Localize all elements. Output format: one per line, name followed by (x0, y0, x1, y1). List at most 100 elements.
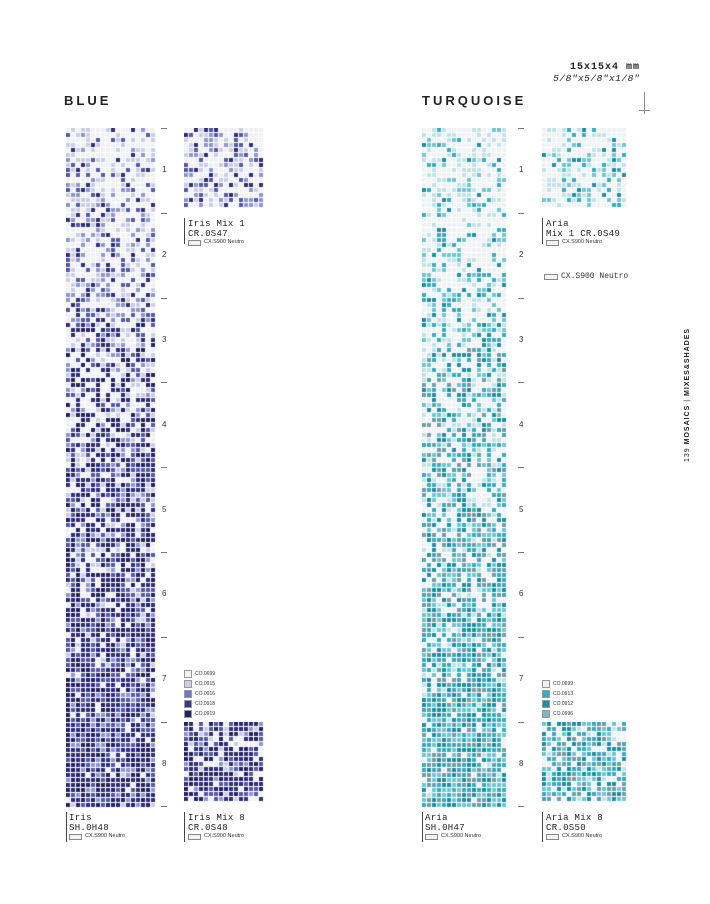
scale-tick (161, 636, 167, 638)
crop-mark-horizontal (639, 110, 650, 111)
scale-number: 8 (162, 759, 167, 768)
aria-mix-1-name: Aria (546, 219, 569, 229)
aria-gradient-mosaic (422, 128, 507, 808)
grout-name: CX.S900 Neutro (85, 833, 126, 839)
iris-mix-1-label: Iris Mix 1 CR.0S47 CX.S900 Neutro (188, 219, 245, 246)
scale-number: 5 (162, 504, 167, 514)
section-mosaics: MOSAICS (684, 404, 691, 445)
grout-swatch (425, 833, 438, 840)
legend-color-swatch (184, 680, 192, 688)
iris-mix-1-name: Iris Mix 1 (188, 219, 246, 229)
iris-code: SH.0H48 (69, 823, 109, 833)
legend-code: CO.0916 (195, 691, 216, 697)
grout-name: CX.S900 Neutro (441, 833, 482, 839)
label-bar (542, 218, 543, 244)
scale-tick (518, 467, 524, 469)
legend-row: CO.0919 (184, 709, 215, 719)
scale-tick (161, 128, 167, 129)
label-bar (184, 812, 185, 842)
grout-swatch (544, 273, 558, 280)
aria-mix-8-mosaic (542, 722, 628, 806)
iris-mix-8-label: Iris Mix 8 CR.0S48 CX.S900 Neutro (188, 813, 245, 840)
legend-color-swatch (542, 690, 550, 698)
iris-mix-8-mosaic (184, 722, 268, 806)
section-mixes-shades: MIXES&SHADES (684, 327, 691, 396)
scale-number: 6 (519, 589, 524, 599)
legend-row: CO.0699 (542, 679, 573, 689)
legend-color-swatch (184, 690, 192, 698)
legend-color-swatch (184, 700, 192, 708)
iris-grout: CX.S900 Neutro (69, 833, 125, 840)
scale-number: 8 (519, 759, 524, 768)
scale-tick (161, 212, 167, 214)
legend-row: CO.0916 (184, 689, 215, 699)
legend-code: CO.0919 (195, 711, 216, 717)
scale-number: 4 (162, 419, 167, 429)
iris-color-legend: CO.0699 CO.0915 CO.0916 CO.0918 CO.0919 (184, 669, 215, 719)
grout-name: CX.S900 Neutro (562, 833, 603, 839)
aria-color-legend: CO.0699 CO.0913 CO.0912 CO.0996 (542, 679, 573, 719)
legend-color-swatch (542, 680, 550, 688)
tile-dimensions: 15x15x4 mm 5/8"x5/8"x1/8" (553, 62, 640, 84)
crop-mark-vertical (644, 92, 645, 114)
turquoise-section-title: TURQUOISE (422, 93, 527, 108)
scale-tick (518, 382, 524, 384)
scale-number: 3 (519, 335, 524, 344)
legend-color-swatch (542, 710, 550, 718)
page-number: 139 (684, 447, 691, 462)
aria-name: Aria (425, 813, 448, 823)
scale-tick (518, 806, 524, 808)
grout-swatch (188, 239, 201, 246)
legend-code: CO.0996 (553, 711, 574, 717)
scale-number: 2 (519, 250, 524, 260)
scale-tick (161, 552, 167, 553)
aria-grout: CX.S900 Neutro (425, 833, 481, 840)
legend-row: CO.0912 (542, 699, 573, 709)
iris-gradient-mosaic (66, 128, 156, 808)
scale-number: 3 (162, 335, 167, 344)
dimension-inch: 5/8"x5/8"x1/8" (553, 73, 640, 84)
scale-tick (518, 636, 524, 638)
label-bar (184, 218, 185, 244)
scale-tick (518, 212, 524, 214)
scale-number: 4 (519, 419, 524, 429)
iris-mix-8-code: CR.0S48 (188, 823, 228, 833)
blue-section-title: BLUE (64, 93, 112, 108)
legend-code: CO.0913 (553, 691, 574, 697)
aria-mix-8-code: CR.0S50 (546, 823, 586, 833)
aria-label: Aria SH.0H47 CX.S900 Neutro (425, 813, 481, 840)
scale-number: 7 (519, 674, 524, 684)
grout-swatch (546, 239, 559, 246)
label-bar (542, 812, 543, 842)
scale-number: 1 (519, 165, 524, 175)
legend-code: CO.0699 (553, 681, 574, 687)
aria-mix-1-label: Aria Mix 1 CR.0S49 CX.S900 Neutro (546, 219, 620, 246)
iris-mix-1-mosaic (184, 128, 268, 212)
legend-code: CO.0699 (195, 671, 216, 677)
scale-tick (518, 552, 524, 553)
grout-name: CX.S900 Neutro (561, 272, 629, 281)
grout-swatch (546, 833, 559, 840)
aria-mix-8-name: Aria Mix 8 (546, 813, 604, 823)
label-bar (422, 812, 423, 842)
legend-color-swatch (184, 670, 192, 678)
grout-swatch (188, 833, 201, 840)
iris-mix-1-grout: CX.S900 Neutro (188, 239, 245, 246)
scale-number: 1 (162, 165, 167, 175)
separator: | (684, 398, 691, 402)
grout-name: CX.S900 Neutro (204, 239, 245, 245)
grout-name: CX.S900 Neutro (562, 239, 603, 245)
aria-code: SH.0H47 (425, 823, 465, 833)
iris-mix-8-grout: CX.S900 Neutro (188, 833, 245, 840)
legend-row: CO.0915 (184, 679, 215, 689)
legend-row: CO.0918 (184, 699, 215, 709)
scale-tick (161, 297, 167, 299)
aria-mix-8-label: Aria Mix 8 CR.0S50 CX.S900 Neutro (546, 813, 603, 840)
aria-mix-8-grout: CX.S900 Neutro (546, 833, 603, 840)
scale-tick (161, 467, 167, 469)
scale-number: 5 (519, 504, 524, 514)
scale-number: 6 (162, 589, 167, 599)
legend-color-swatch (184, 710, 192, 718)
grout-name: CX.S900 Neutro (204, 833, 245, 839)
iris-label: Iris SH.0H48 CX.S900 Neutro (69, 813, 125, 840)
